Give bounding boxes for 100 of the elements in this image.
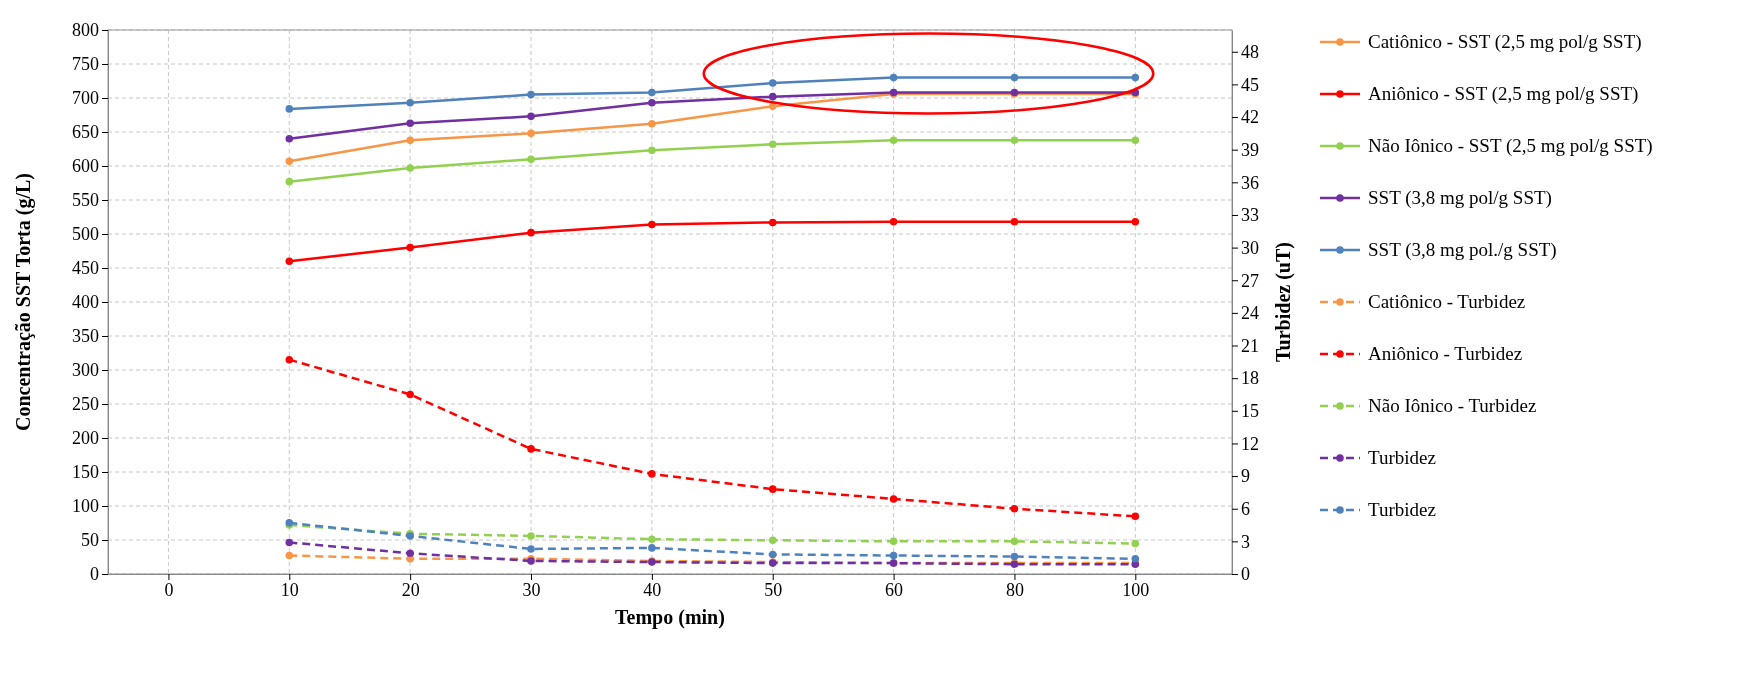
legend-label: Não Iônico - SST (2,5 mg pol/g SST) (1368, 135, 1653, 157)
point (889, 495, 898, 503)
point (1131, 73, 1140, 82)
point (406, 549, 414, 558)
point (285, 551, 294, 560)
legend-label: Não Iônico - Turbidez (1368, 395, 1537, 416)
point (889, 551, 898, 560)
point (285, 105, 294, 113)
y-tick-label: 50 (81, 530, 99, 551)
point (1010, 537, 1019, 546)
point (1131, 539, 1140, 548)
point (527, 532, 535, 540)
y-tick-label: 750 (72, 54, 99, 75)
point (1010, 136, 1019, 144)
point (648, 535, 656, 543)
point (406, 98, 414, 107)
point (648, 146, 656, 155)
point (1010, 504, 1019, 513)
y2-tick-label: 48 (1241, 42, 1259, 63)
point (889, 73, 898, 82)
point (406, 119, 414, 127)
y2-tick-label: 45 (1241, 74, 1259, 95)
x-tick-label: 60 (885, 579, 904, 600)
y-tick-label: 300 (72, 360, 99, 381)
point (1131, 136, 1140, 144)
point (527, 228, 535, 237)
point (1131, 512, 1140, 521)
point (527, 445, 535, 453)
y2-tick-label: 39 (1241, 139, 1259, 160)
point (1010, 552, 1019, 561)
y-tick-label: 400 (72, 292, 99, 313)
point (768, 550, 777, 559)
legend-label: Catiônico - SST (2,5 mg pol/g SST) (1368, 31, 1642, 53)
point (406, 243, 414, 252)
y-tick-label: 800 (72, 20, 99, 41)
y2-tick-label: 12 (1241, 433, 1259, 454)
y-tick-label: 100 (72, 496, 99, 517)
x-tick-label: 50 (764, 579, 783, 600)
x-tick-label: 20 (401, 579, 420, 600)
y2-tick-label: 3 (1241, 531, 1250, 552)
y-tick-label: 250 (72, 394, 99, 415)
x-tick-label: 80 (1005, 579, 1024, 600)
y2-tick-label: 15 (1241, 401, 1259, 422)
y2-axis-title: Turbidez (uT) (1272, 242, 1295, 362)
y2-tick-label: 30 (1241, 237, 1259, 258)
y2-tick-label: 33 (1241, 205, 1259, 226)
legend-label: Turbidez (1368, 499, 1436, 520)
y2-tick-label: 24 (1241, 303, 1259, 324)
point (527, 112, 535, 121)
point (285, 135, 294, 143)
point (527, 90, 535, 99)
point (768, 536, 777, 545)
legend-label: SST (3,8 mg pol/g SST) (1368, 187, 1552, 209)
point (648, 220, 656, 229)
y-tick-label: 150 (72, 462, 99, 483)
y2-tick-label: 21 (1241, 335, 1259, 356)
y-tick-label: 450 (72, 258, 99, 279)
point (648, 88, 656, 97)
y-axis-title: Concentração SST Torta (g/L) (12, 173, 35, 431)
point (406, 390, 414, 399)
point (1010, 73, 1019, 82)
point (889, 217, 898, 226)
point (406, 136, 414, 144)
point (648, 120, 656, 128)
y-tick-label: 500 (72, 224, 99, 245)
point (768, 485, 777, 493)
x-tick-label: 100 (1122, 579, 1150, 600)
y-tick-label: 650 (72, 122, 99, 143)
point (285, 257, 294, 265)
point (406, 164, 414, 172)
y2-tick-label: 0 (1241, 564, 1250, 585)
point (648, 544, 656, 552)
point (768, 92, 777, 101)
point (1010, 217, 1019, 226)
legend-label: SST (3,8 mg pol./g SST) (1368, 239, 1557, 261)
point (889, 136, 898, 144)
y-tick-label: 350 (72, 326, 99, 347)
point (527, 129, 535, 138)
x-axis-title: Tempo (min) (615, 606, 725, 629)
y2-tick-label: 27 (1241, 270, 1259, 291)
point (285, 355, 294, 364)
y2-tick-label: 36 (1241, 172, 1259, 193)
y-tick-label: 550 (72, 190, 99, 211)
point (285, 538, 294, 547)
point (768, 140, 777, 149)
x-tick-label: 10 (280, 579, 299, 600)
legend-label: Turbidez (1368, 447, 1436, 468)
y2-tick-label: 9 (1241, 466, 1250, 487)
x-tick-label: 0 (164, 579, 174, 600)
y-tick-label: 0 (90, 564, 99, 585)
point (527, 155, 535, 163)
x-tick-label: 40 (643, 579, 662, 600)
y2-tick-label: 6 (1241, 498, 1250, 519)
point (1131, 217, 1140, 226)
x-tick-label: 30 (522, 579, 541, 600)
point (648, 98, 656, 107)
y2-tick-label: 42 (1241, 107, 1259, 128)
point (648, 470, 656, 478)
point (889, 537, 898, 546)
point (285, 177, 294, 186)
